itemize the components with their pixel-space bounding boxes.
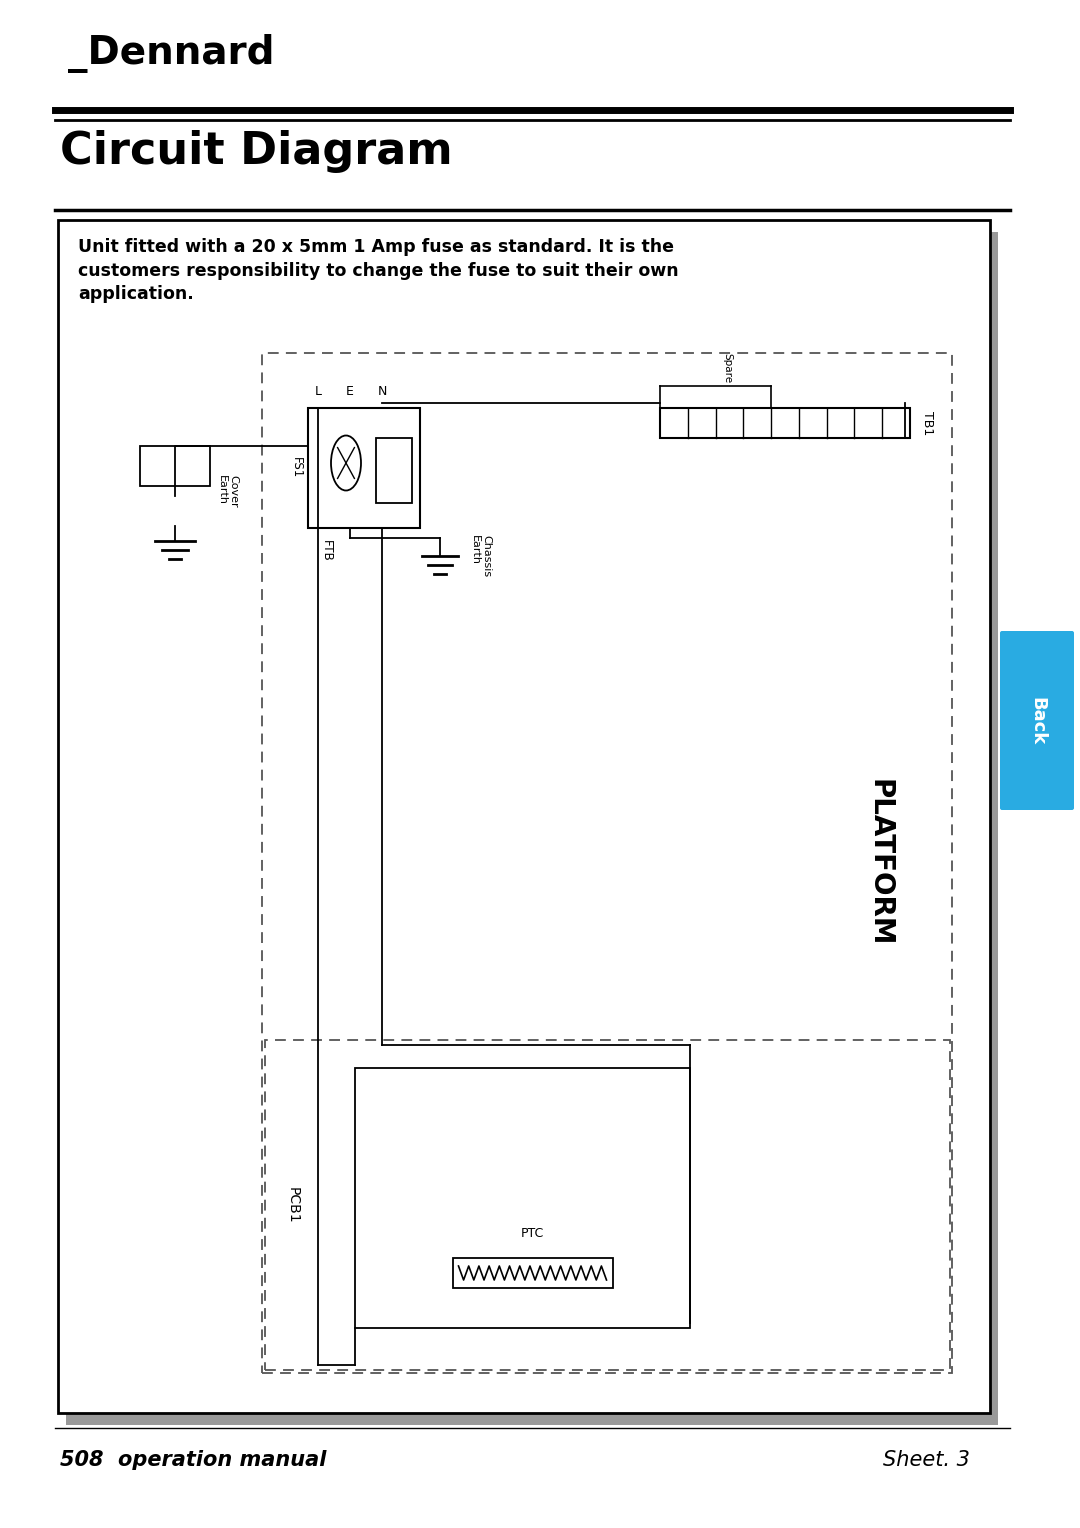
Bar [58, 220, 990, 1413]
Bar [660, 408, 910, 439]
Text: FTB: FTB [320, 539, 333, 562]
Ellipse shape [330, 435, 361, 490]
Text: FS1: FS1 [289, 457, 302, 478]
Bar [376, 439, 411, 503]
Text: Spare: Spare [723, 353, 732, 384]
FancyBboxPatch shape [1000, 631, 1074, 810]
Text: Chassis
Earth: Chassis Earth [470, 535, 491, 578]
Text: L: L [314, 385, 322, 397]
Bar [453, 1258, 612, 1288]
Text: E: E [346, 385, 354, 397]
Text: Unit fitted with a 20 x 5mm 1 Amp fuse as standard. It is the
customers responsi: Unit fitted with a 20 x 5mm 1 Amp fuse a… [78, 238, 678, 303]
Text: PCB1: PCB1 [286, 1187, 300, 1224]
Bar [140, 446, 210, 486]
Text: PTC: PTC [521, 1227, 544, 1241]
Bar [265, 1041, 950, 1371]
Text: N: N [377, 385, 387, 397]
Text: Back: Back [1028, 697, 1047, 746]
Bar [66, 232, 998, 1426]
Text: Cover
Earth: Cover Earth [217, 475, 239, 507]
Bar [355, 1068, 690, 1328]
Text: _Dennard: _Dennard [68, 34, 274, 73]
Bar [262, 353, 951, 1374]
Text: Circuit Diagram: Circuit Diagram [60, 130, 453, 173]
Bar [308, 408, 420, 529]
Text: Sheet. 3: Sheet. 3 [883, 1450, 970, 1470]
Text: TB1: TB1 [921, 411, 934, 435]
Text: 508  operation manual: 508 operation manual [60, 1450, 326, 1470]
Text: PLATFORM: PLATFORM [866, 779, 894, 947]
